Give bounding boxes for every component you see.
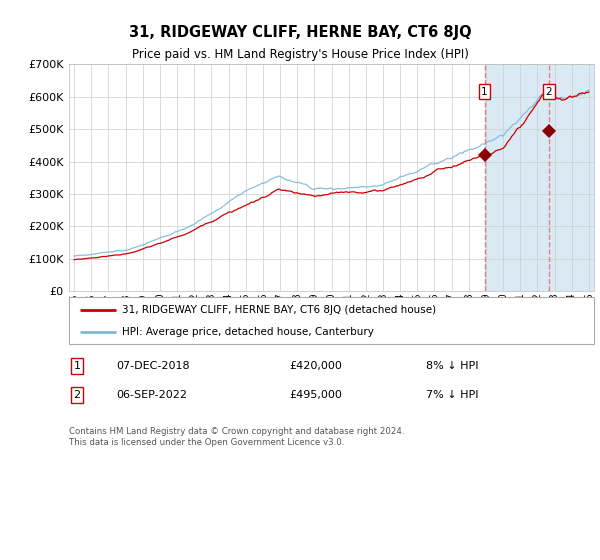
Bar [485, 64, 600, 291]
Text: 31, RIDGEWAY CLIFF, HERNE BAY, CT6 8JQ (detached house): 31, RIDGEWAY CLIFF, HERNE BAY, CT6 8JQ (… [121, 305, 436, 315]
Text: £420,000: £420,000 [290, 361, 343, 371]
Text: 2: 2 [545, 87, 552, 97]
FancyBboxPatch shape [69, 297, 594, 344]
Text: 2: 2 [73, 390, 80, 400]
Text: £495,000: £495,000 [290, 390, 343, 400]
Text: HPI: Average price, detached house, Canterbury: HPI: Average price, detached house, Cant… [121, 326, 373, 337]
Text: 7% ↓ HPI: 7% ↓ HPI [426, 390, 479, 400]
Text: 8% ↓ HPI: 8% ↓ HPI [426, 361, 479, 371]
Text: Price paid vs. HM Land Registry's House Price Index (HPI): Price paid vs. HM Land Registry's House … [131, 48, 469, 60]
Text: 07-DEC-2018: 07-DEC-2018 [116, 361, 190, 371]
Text: 1: 1 [481, 87, 488, 97]
Text: 06-SEP-2022: 06-SEP-2022 [116, 390, 187, 400]
Text: 1: 1 [73, 361, 80, 371]
Text: Contains HM Land Registry data © Crown copyright and database right 2024.
This d: Contains HM Land Registry data © Crown c… [69, 427, 404, 447]
Text: 31, RIDGEWAY CLIFF, HERNE BAY, CT6 8JQ: 31, RIDGEWAY CLIFF, HERNE BAY, CT6 8JQ [128, 25, 472, 40]
